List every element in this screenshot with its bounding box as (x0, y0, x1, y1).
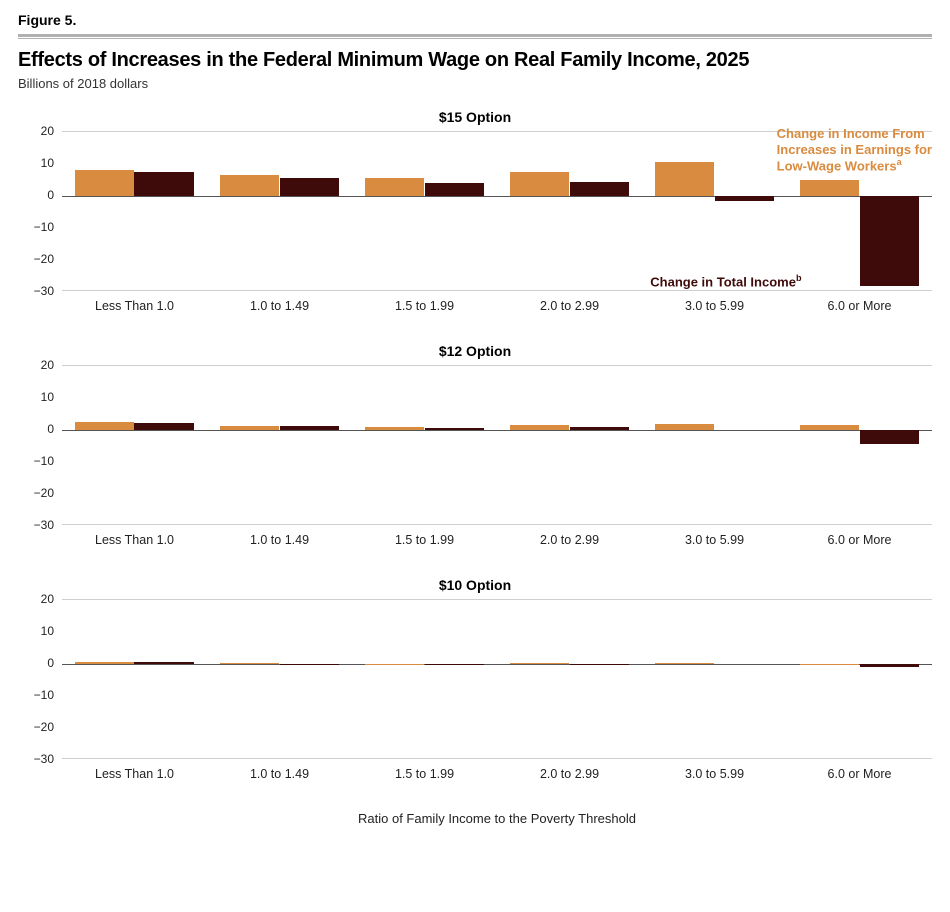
chart-panel: $12 Option20 10 0 −10 −20 −30 Less Than 1.01.0… (18, 343, 932, 547)
plot-area (62, 365, 932, 525)
bar-total (134, 662, 193, 664)
x-tick-label: 6.0 or More (787, 533, 932, 547)
zero-line (62, 430, 932, 431)
y-tick-label: −10 (34, 688, 54, 702)
bar-earnings (75, 662, 134, 664)
x-tick-label: 2.0 to 2.99 (497, 533, 642, 547)
panel-title: $12 Option (18, 343, 932, 359)
bar-total (425, 183, 484, 196)
bar-earnings (510, 425, 569, 430)
chart-title: Effects of Increases in the Federal Mini… (18, 49, 932, 72)
bar-total (134, 423, 193, 430)
y-axis: 20100−10−20−30 (18, 365, 62, 525)
x-tick-label: 1.5 to 1.99 (352, 767, 497, 781)
y-tick-label: 20 (41, 124, 54, 138)
x-axis: Less Than 1.01.0 to 1.491.5 to 1.992.0 t… (62, 767, 932, 781)
bar-earnings (510, 663, 569, 664)
chart-subtitle: Billions of 2018 dollars (18, 76, 932, 91)
y-tick-label: 10 (41, 390, 54, 404)
bar-total (860, 664, 919, 667)
plot-wrap: 20100−10−20−30Change in Income FromIncre… (18, 131, 932, 291)
x-tick-label: 1.0 to 1.49 (207, 767, 352, 781)
x-tick-label: 6.0 or More (787, 767, 932, 781)
y-tick-label: 20 (41, 592, 54, 606)
y-tick-label: 10 (41, 156, 54, 170)
zero-line (62, 664, 932, 665)
rule-top (18, 34, 932, 37)
bar-earnings (220, 426, 279, 430)
x-tick-label: 2.0 to 2.99 (497, 299, 642, 313)
x-tick-label: Less Than 1.0 (62, 533, 207, 547)
panel-title: $10 Option (18, 577, 932, 593)
bar-earnings (220, 663, 279, 664)
bar-total (860, 430, 919, 444)
y-tick-label: 0 (47, 656, 54, 670)
plot-area (62, 599, 932, 759)
x-tick-label: 1.5 to 1.99 (352, 299, 497, 313)
x-axis: Less Than 1.01.0 to 1.491.5 to 1.992.0 t… (62, 533, 932, 547)
x-axis: Less Than 1.01.0 to 1.491.5 to 1.992.0 t… (62, 299, 932, 313)
bar-earnings (655, 424, 714, 430)
chart-panel: $15 Option20 10 0 −10 −20 −30 Change in Income… (18, 109, 932, 313)
x-tick-label: 1.0 to 1.49 (207, 533, 352, 547)
bar-total (134, 172, 193, 196)
bar-total (425, 428, 484, 430)
plot-area: Change in Income FromIncreases in Earnin… (62, 131, 932, 291)
y-tick-label: 10 (41, 624, 54, 638)
y-tick-label: 0 (47, 422, 54, 436)
bar-total (570, 427, 629, 430)
x-tick-label: 3.0 to 5.99 (642, 299, 787, 313)
y-tick-label: −20 (34, 486, 54, 500)
rule-bot (18, 38, 932, 39)
bar-earnings (655, 663, 714, 664)
y-tick-label: −20 (34, 252, 54, 266)
legend-earnings: Change in Income FromIncreases in Earnin… (777, 126, 932, 174)
y-tick-label: −10 (34, 454, 54, 468)
x-tick-label: 3.0 to 5.99 (642, 533, 787, 547)
bar-earnings (655, 162, 714, 196)
y-axis: 20100−10−20−30 (18, 131, 62, 291)
x-tick-label: 6.0 or More (787, 299, 932, 313)
x-tick-label: Less Than 1.0 (62, 767, 207, 781)
x-tick-label: 1.5 to 1.99 (352, 533, 497, 547)
bar-total (280, 426, 339, 430)
x-tick-label: 1.0 to 1.49 (207, 299, 352, 313)
y-tick-label: −30 (34, 518, 54, 532)
y-axis: 20100−10−20−30 (18, 599, 62, 759)
plot-wrap: 20100−10−20−30 (18, 599, 932, 759)
x-tick-label: 3.0 to 5.99 (642, 767, 787, 781)
zero-line (62, 196, 932, 197)
bar-earnings (800, 180, 859, 196)
bar-earnings (365, 178, 424, 196)
bar-earnings (220, 175, 279, 196)
bar-earnings (75, 170, 134, 196)
x-tick-label: 2.0 to 2.99 (497, 767, 642, 781)
x-tick-label: Less Than 1.0 (62, 299, 207, 313)
y-tick-label: −20 (34, 720, 54, 734)
panels-container: $15 Option20100−10−20−30Change in Income… (18, 109, 932, 781)
bar-total (715, 196, 774, 201)
bar-earnings (365, 427, 424, 430)
bar-earnings (75, 422, 134, 430)
bar-total (570, 182, 629, 196)
y-tick-label: 20 (41, 358, 54, 372)
plot-wrap: 20100−10−20−30 (18, 365, 932, 525)
panel-title: $15 Option (18, 109, 932, 125)
figure-label: Figure 5. (18, 12, 932, 28)
legend-total: Change in Total Incomeb (650, 273, 801, 289)
bar-earnings (800, 425, 859, 430)
y-tick-label: −30 (34, 752, 54, 766)
bar-total (280, 178, 339, 196)
x-axis-label: Ratio of Family Income to the Poverty Th… (62, 811, 932, 826)
y-tick-label: −10 (34, 220, 54, 234)
y-tick-label: −30 (34, 284, 54, 298)
bar-earnings (510, 172, 569, 196)
y-tick-label: 0 (47, 188, 54, 202)
bar-total (860, 196, 919, 286)
chart-panel: $10 Option20 10 0 −10 −20 −30 Less Than 1.01.0… (18, 577, 932, 781)
